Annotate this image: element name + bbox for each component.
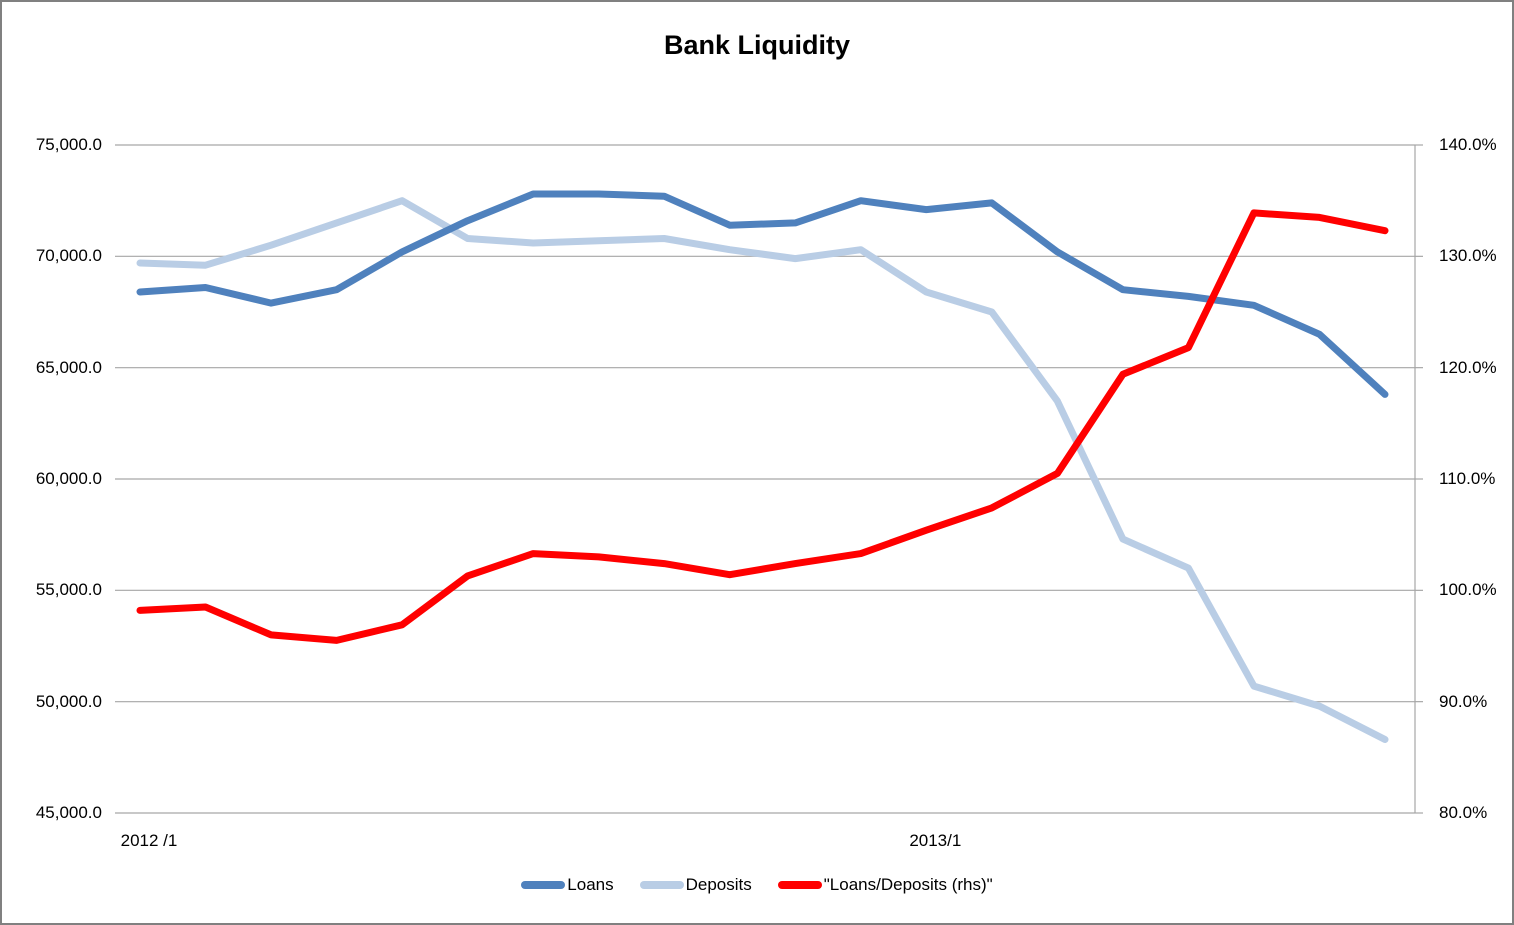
series-line-loans [136, 190, 1389, 398]
legend-label: Loans [567, 875, 614, 894]
legend-item: Loans [521, 875, 614, 895]
legend-swatch [521, 881, 566, 889]
right-axis-label: 110.0% [1439, 469, 1496, 488]
legend-item: Deposits [639, 875, 752, 895]
chart-title: Bank Liquidity [663, 30, 850, 60]
right-axis-label: 120.0% [1439, 357, 1497, 377]
series-line-loans-deposits-rhs [136, 209, 1389, 644]
right-axis-label: 140.0% [1439, 135, 1497, 154]
left-axis-label: 50,000.0 [35, 691, 102, 711]
left-axis-label: 45,000.0 [35, 803, 102, 822]
right-axis-label: 90.0% [1439, 691, 1488, 711]
legend: Loans Deposits "Loans/Deposits (rhs)" [2, 875, 1512, 895]
left-axis-label: 70,000.0 [35, 246, 102, 266]
right-axis-label: 130.0% [1439, 246, 1497, 266]
legend-swatch [639, 881, 684, 889]
left-axis-label: 55,000.0 [35, 580, 102, 600]
legend-swatch [777, 881, 822, 889]
legend-item: "Loans/Deposits (rhs)" [777, 875, 993, 895]
left-axis-label: 65,000.0 [35, 357, 102, 377]
left-axis-label: 60,000.0 [35, 469, 102, 488]
x-axis-label: 2013/1 [909, 831, 962, 850]
series-line-deposits [136, 197, 1389, 743]
right-axis-label: 100.0% [1439, 580, 1497, 600]
legend-label: Deposits [685, 875, 752, 894]
legend-label: "Loans/Deposits (rhs)" [823, 875, 993, 894]
right-axis-label: 80.0% [1439, 803, 1488, 822]
x-axis-label: 2012 /1 [120, 831, 178, 850]
left-axis-label: 75,000.0 [35, 135, 102, 154]
